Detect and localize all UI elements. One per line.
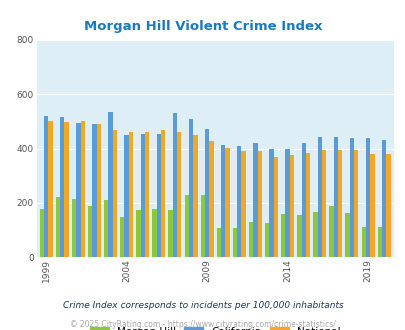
Bar [349, 138, 353, 257]
Bar [257, 151, 261, 257]
Bar [108, 112, 113, 257]
Bar [353, 150, 358, 257]
Bar [40, 209, 44, 257]
Bar [120, 217, 124, 257]
Bar [145, 132, 149, 257]
Bar [377, 227, 381, 257]
Bar [188, 119, 193, 257]
Bar [193, 135, 197, 257]
Bar [44, 116, 48, 257]
Bar [156, 134, 161, 257]
Bar [205, 129, 209, 257]
Bar [76, 123, 80, 257]
Bar [128, 132, 133, 257]
Bar [173, 113, 177, 257]
Bar [48, 121, 53, 257]
Bar [296, 215, 301, 257]
Bar [361, 227, 365, 257]
Bar [337, 149, 341, 257]
Bar [124, 135, 128, 257]
Bar [328, 206, 333, 257]
Bar [209, 141, 213, 257]
Bar [72, 199, 76, 257]
Bar [289, 155, 293, 257]
Bar [313, 212, 317, 257]
Bar [264, 223, 269, 257]
Bar [161, 130, 165, 257]
Bar [225, 148, 229, 257]
Text: Morgan Hill Violent Crime Index: Morgan Hill Violent Crime Index [83, 20, 322, 33]
Bar [140, 134, 145, 257]
Bar [55, 197, 60, 257]
Bar [381, 140, 386, 257]
Bar [80, 121, 85, 257]
Bar [273, 157, 277, 257]
Bar [345, 213, 349, 257]
Bar [220, 145, 225, 257]
Bar [280, 214, 285, 257]
Bar [177, 132, 181, 257]
Bar [317, 137, 321, 257]
Bar [232, 228, 237, 257]
Legend: Morgan Hill, California, National: Morgan Hill, California, National [86, 324, 343, 330]
Bar [333, 137, 337, 257]
Bar [253, 143, 257, 257]
Bar [369, 154, 374, 257]
Bar [60, 117, 64, 257]
Bar [136, 210, 140, 257]
Bar [285, 148, 289, 257]
Bar [386, 154, 390, 257]
Bar [301, 143, 305, 257]
Bar [200, 195, 205, 257]
Bar [184, 195, 188, 257]
Bar [64, 122, 68, 257]
Text: © 2025 CityRating.com - https://www.cityrating.com/crime-statistics/: © 2025 CityRating.com - https://www.city… [70, 319, 335, 329]
Bar [241, 151, 245, 257]
Bar [365, 138, 369, 257]
Bar [88, 206, 92, 257]
Bar [113, 130, 117, 257]
Bar [96, 124, 101, 257]
Bar [305, 153, 309, 257]
Bar [152, 209, 156, 257]
Text: Crime Index corresponds to incidents per 100,000 inhabitants: Crime Index corresponds to incidents per… [62, 301, 343, 310]
Bar [104, 200, 108, 257]
Bar [168, 210, 173, 257]
Bar [237, 146, 241, 257]
Bar [321, 150, 326, 257]
Bar [92, 124, 96, 257]
Bar [216, 228, 220, 257]
Bar [248, 222, 253, 257]
Bar [269, 149, 273, 257]
